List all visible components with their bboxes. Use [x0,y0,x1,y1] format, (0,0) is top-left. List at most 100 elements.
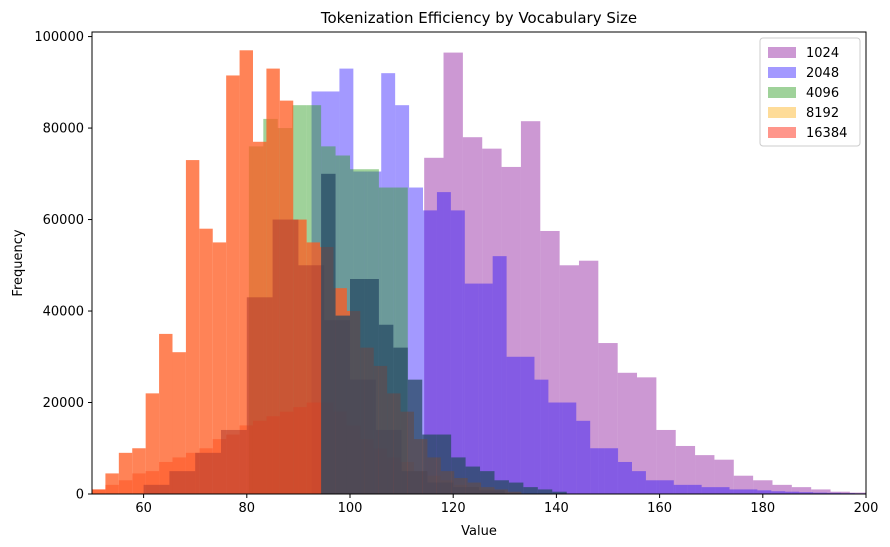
x-tick-label: 120 [441,501,466,516]
histogram-bar [772,484,792,494]
histogram-bar [673,484,688,494]
legend-label: 16384 [806,126,847,141]
histogram-bar [785,491,800,494]
histogram-bar [578,260,599,494]
histogram-bar [506,356,521,494]
histogram-bar [436,434,452,494]
histogram-bar [199,228,213,494]
histogram-bar [436,192,451,494]
histogram-bar [169,471,196,494]
histogram-bar [378,324,394,494]
histogram-bar [849,492,866,494]
histogram-bar [645,480,660,494]
histogram-bar [562,402,577,494]
histogram-bar [695,455,715,494]
histogram-bar [145,393,160,494]
histogram-bar [143,484,170,494]
legend-label: 1024 [806,46,839,61]
histogram-bar [221,429,247,494]
y-tick-label: 40000 [43,305,84,320]
histogram-bar [424,157,444,494]
histogram-bar [656,429,676,494]
histogram-bar [423,210,437,494]
histogram-bar [659,480,674,494]
histogram-bar [393,347,408,494]
histogram-bar [132,448,146,494]
x-tick-label: 60 [135,501,152,516]
histogram-bar [729,489,744,494]
histogram-bar [226,75,240,494]
histogram-bar [118,452,133,494]
histogram-bar [246,297,273,494]
histogram-bar [462,137,483,494]
legend-label: 4096 [806,86,839,101]
histogram-bar [298,265,325,494]
x-tick-label: 100 [338,501,363,516]
histogram-bar [548,402,563,494]
histogram-bar [508,482,524,494]
histogram-bar [617,372,638,494]
y-tick-label: 60000 [43,213,84,228]
legend: 1024 2048 4096 8192 16384 [759,37,861,147]
histogram-bar [811,489,831,494]
histogram-bar [321,173,336,494]
legend-swatch [768,127,796,138]
histogram-bar [335,315,350,494]
histogram-bar [422,434,437,494]
histogram-bar [159,333,173,494]
histogram-bar [450,210,465,494]
histogram-bar [799,492,814,494]
histogram-bar [757,490,772,494]
histogram-bar [523,487,538,494]
histogram-bar [598,343,618,494]
legend-label: 2048 [806,66,839,81]
histogram-bar [590,448,605,494]
histogram-bar [687,484,702,494]
histogram-bar [520,356,535,494]
histogram-bar [195,452,221,494]
legend-label: 8192 [806,106,839,121]
histogram-bar [501,166,521,494]
y-ticks: 0 20000 40000 60000 80000 100000 [34,30,92,503]
x-tick-label: 200 [854,501,879,516]
histogram-bar [631,471,646,494]
x-axis-label: Value [461,524,497,539]
histogram-bar [92,489,106,494]
legend-swatch [768,47,796,58]
histogram-bar [172,352,186,494]
histogram-bar [701,487,716,494]
legend-box [759,37,861,147]
histogram-bar [465,466,481,494]
histogram-bar [451,457,466,494]
histogram-bar [637,377,657,494]
histogram-bar [480,471,495,494]
histogram-bar [105,473,119,494]
plot-frame [91,31,867,495]
histogram-bar [552,491,567,494]
histogram-bar [791,487,812,494]
histogram-bar [537,489,553,494]
legend-swatch [768,67,796,78]
histogram-bar [827,492,841,494]
histogram-bar [534,379,549,494]
histogram-bar [714,459,734,494]
histogram-bar [540,230,560,494]
x-tick-label: 140 [544,501,569,516]
y-axis-label: Frequency [11,229,26,296]
histogram-bar [830,491,850,494]
histogram-bar [492,256,507,494]
histogram-bar [520,121,541,494]
histogram-bar [464,283,479,494]
y-tick-label: 100000 [34,30,84,45]
histogram-bar [478,283,493,494]
x-tick-label: 160 [647,501,672,516]
histogram-bar [771,491,786,494]
y-tick-label: 20000 [43,396,84,411]
x-tick-label: 80 [239,501,256,516]
histogram-bar [407,379,423,494]
bars-layer [92,50,866,494]
x-ticks: 60 80 100 120 140 160 180 200 [135,494,878,516]
histogram-bar [675,445,696,494]
histogram-bar [813,492,828,494]
